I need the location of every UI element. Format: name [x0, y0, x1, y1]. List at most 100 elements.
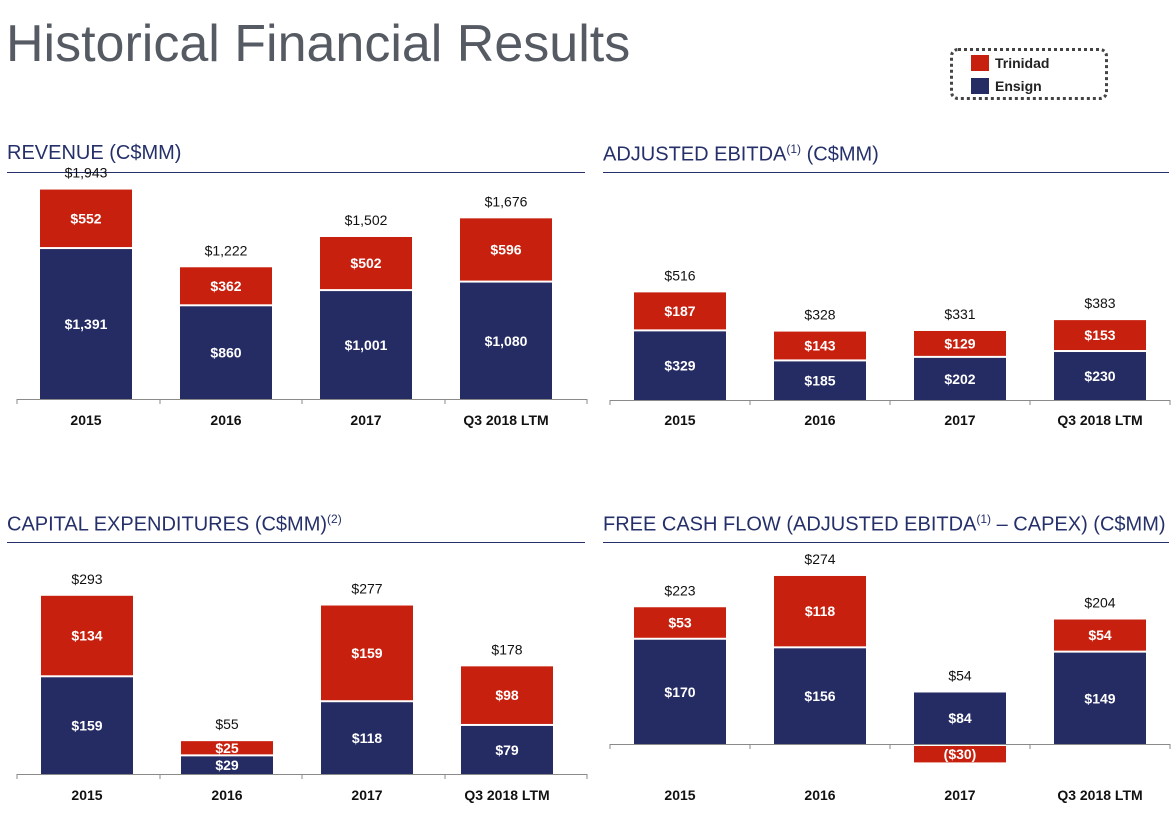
capex-label-ensign: $118: [352, 730, 383, 746]
revenue-label-total: $1,676: [485, 193, 528, 209]
revenue-label-trinidad: $362: [210, 278, 241, 294]
ebitda-bar-ensign: [1054, 352, 1146, 400]
legend: Trinidad Ensign: [950, 48, 1108, 100]
fcf-bar-ensign: [634, 639, 726, 744]
fcf-title-tail: – CAPEX) (C$MM): [991, 513, 1166, 536]
fcf-label-ensign: $84: [948, 710, 972, 726]
revenue-category-label: Q3 2018 LTM: [463, 412, 548, 428]
revenue-bar-ensign: [460, 282, 552, 399]
ebitda-bar-ensign: [774, 361, 866, 400]
ebitda-bar-ensign: [914, 357, 1006, 400]
ebitda-label-total: $516: [664, 267, 695, 283]
ebitda-label-trinidad: $153: [1084, 327, 1115, 343]
ebitda-label-trinidad: $129: [944, 335, 975, 351]
ebitda-label-ensign: $202: [944, 371, 975, 387]
legend-label-ensign: Ensign: [995, 78, 1042, 94]
capex-title-footnote: (2): [327, 512, 342, 526]
fcf-title-text: FREE CASH FLOW (ADJUSTED EBITDA: [603, 513, 977, 536]
ebitda-bar-trinidad: [914, 330, 1006, 356]
ebitda-label-ensign: $185: [804, 373, 835, 389]
fcf-category-label: 2016: [804, 787, 835, 803]
revenue-title-text: REVENUE (C$MM): [7, 142, 182, 164]
ebitda-label-ensign: $230: [1084, 368, 1115, 384]
fcf-bar-trinidad: [1054, 619, 1146, 651]
ebitda-label-total: $383: [1084, 295, 1115, 311]
capex-bar-trinidad: [321, 605, 413, 701]
fcf-label-total: $54: [948, 667, 972, 683]
revenue-label-ensign: $1,001: [345, 337, 388, 353]
ebitda-bar-trinidad: [634, 292, 726, 330]
fcf-category-label: Q3 2018 LTM: [1057, 787, 1142, 803]
capex-title-rule: [7, 542, 585, 543]
fcf-bar-ensign: [914, 692, 1006, 744]
revenue-label-ensign: $860: [210, 345, 241, 361]
ebitda-title-rule: [603, 172, 1169, 173]
fcf-bar-ensign: [1054, 652, 1146, 744]
capex-title-text: CAPITAL EXPENDITURES (C$MM): [7, 513, 328, 536]
capex-label-total: $293: [71, 571, 102, 587]
ebitda-category-label: 2017: [944, 412, 975, 428]
revenue-label-ensign: $1,080: [485, 333, 528, 349]
fcf-title-footnote: (1): [976, 512, 992, 526]
fcf-label-ensign: $170: [664, 684, 695, 700]
capex-label-total: $55: [215, 716, 239, 732]
ebitda-label-total: $328: [804, 307, 835, 323]
revenue-label-total: $1,502: [345, 212, 388, 228]
revenue-label-ensign: $1,391: [65, 316, 108, 332]
legend-swatch-trinidad: [971, 55, 989, 71]
fcf-label-ensign: $149: [1084, 690, 1115, 706]
capex-bar-ensign: [321, 702, 413, 774]
fcf-title-rule: [603, 542, 1169, 543]
ebitda-title-footnote: (1): [786, 142, 802, 156]
capex-label-trinidad: $25: [215, 740, 239, 756]
fcf-label-trinidad: $118: [805, 603, 836, 619]
fcf-label-trinidad: $54: [1088, 627, 1112, 643]
ebitda-label-trinidad: $143: [804, 338, 835, 354]
capex-label-ensign: $29: [215, 757, 239, 773]
fcf-label-total: $274: [804, 551, 835, 567]
revenue-label-total: $1,222: [205, 242, 248, 258]
capex-label-total: $277: [351, 581, 382, 597]
capex-label-total: $178: [491, 641, 522, 657]
revenue-label-trinidad: $502: [350, 255, 381, 271]
capex-panel-title: CAPITAL EXPENDITURES (C$MM)(2): [7, 512, 342, 537]
ebitda-bar-trinidad: [1054, 320, 1146, 351]
fcf-label-trinidad: ($30): [944, 746, 977, 762]
capex-label-ensign: $79: [495, 742, 519, 758]
capex-label-trinidad: $98: [495, 687, 519, 703]
capex-bar-ensign: [181, 756, 273, 774]
fcf-label-total: $204: [1084, 595, 1115, 611]
fcf-bar-trinidad: [774, 575, 866, 647]
legend-swatch-ensign: [971, 78, 989, 94]
capex-category-label: 2017: [351, 787, 382, 803]
ebitda-label-trinidad: $187: [664, 303, 695, 319]
fcf-bar-ensign: [774, 648, 866, 744]
capex-bar-ensign: [41, 677, 133, 774]
fcf-bar-trinidad: [634, 607, 726, 638]
revenue-category-label: 2016: [210, 412, 241, 428]
ebitda-bar-trinidad: [774, 331, 866, 360]
ebitda-panel-title: ADJUSTED EBITDA(1) (C$MM): [603, 142, 879, 167]
fcf-category-label: 2015: [664, 787, 695, 803]
ebitda-bar-ensign: [634, 331, 726, 400]
legend-item-ensign: Ensign: [971, 78, 1042, 94]
revenue-bar-trinidad: [180, 267, 272, 305]
ebitda-title-text: ADJUSTED EBITDA: [603, 143, 787, 166]
ebitda-label-total: $331: [944, 306, 975, 322]
capex-category-label: Q3 2018 LTM: [464, 787, 549, 803]
capex-category-label: 2016: [211, 787, 242, 803]
revenue-label-trinidad: $596: [490, 241, 521, 257]
capex-bar-trinidad: [461, 666, 553, 724]
fcf-label-total: $223: [664, 582, 695, 598]
ebitda-category-label: 2016: [804, 412, 835, 428]
capex-label-trinidad: $134: [71, 628, 102, 644]
revenue-panel-title: REVENUE (C$MM): [7, 142, 181, 165]
fcf-bar-trinidad: [914, 746, 1006, 763]
capex-label-trinidad: $159: [351, 645, 382, 661]
revenue-category-label: 2017: [350, 412, 381, 428]
revenue-bar-trinidad: [320, 236, 412, 290]
capex-bar-ensign: [461, 725, 553, 774]
legend-item-trinidad: Trinidad: [971, 55, 1049, 71]
revenue-label-total: $1,943: [65, 165, 108, 181]
